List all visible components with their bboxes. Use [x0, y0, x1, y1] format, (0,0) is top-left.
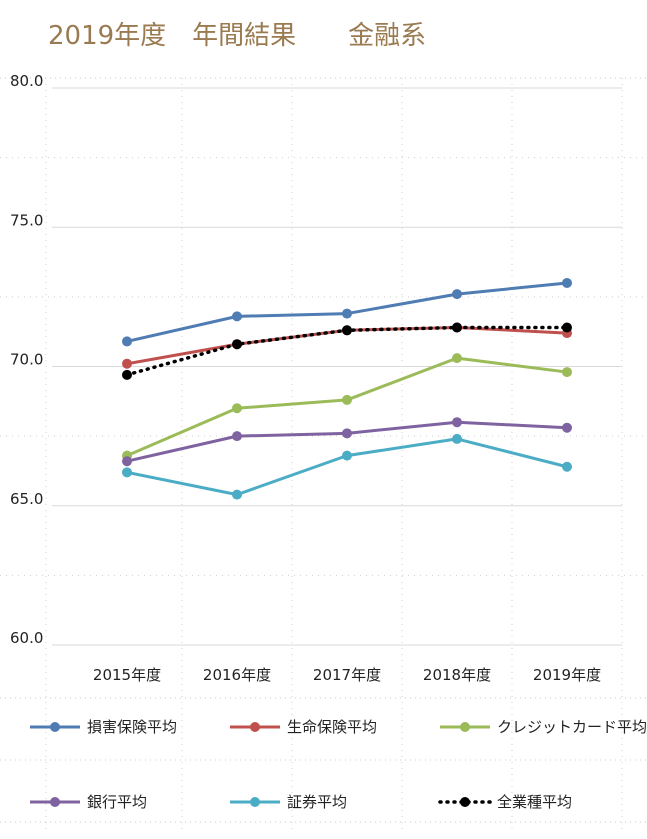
data-point	[452, 353, 462, 364]
legend-label: 全業種平均	[497, 793, 572, 811]
data-point	[562, 322, 572, 333]
series-line	[126, 356, 568, 457]
x-tick-label: 2019年度	[533, 666, 601, 684]
legend-item: 生命保険平均	[230, 718, 377, 736]
y-tick-label: 70.0	[10, 351, 43, 369]
x-tick-label: 2015年度	[93, 666, 161, 684]
legend-item: 損害保険平均	[30, 718, 177, 736]
data-point	[342, 308, 352, 319]
data-point	[452, 289, 462, 300]
legend-marker	[460, 722, 470, 732]
legend-item: クレジットカード平均	[440, 718, 647, 736]
y-axis-ticks: 60.0 65.0 70.0 75.0 80.0	[10, 72, 43, 647]
legend-marker	[50, 722, 60, 732]
data-point	[342, 450, 352, 461]
x-tick-label: 2016年度	[203, 666, 271, 684]
series-0	[122, 277, 572, 347]
legend-label: 生命保険平均	[287, 718, 377, 736]
data-point	[452, 433, 462, 444]
data-point	[562, 422, 572, 433]
data-point	[122, 369, 132, 380]
grid-layer	[0, 77, 647, 834]
y-tick-label: 65.0	[10, 490, 43, 508]
data-point	[562, 461, 572, 472]
series-3	[122, 417, 572, 467]
x-axis-ticks: 2015年度 2016年度 2017年度 2018年度 2019年度	[93, 666, 601, 684]
series-2	[122, 353, 572, 461]
legend-label: 証券平均	[287, 793, 347, 811]
legend-item: 銀行平均	[30, 793, 147, 811]
data-point	[232, 489, 242, 500]
legend-marker	[250, 797, 260, 807]
data-point	[122, 358, 132, 369]
data-point	[122, 336, 132, 347]
y-tick-label: 60.0	[10, 629, 43, 647]
data-point	[342, 394, 352, 405]
data-point	[122, 467, 132, 478]
legend-label: クレジットカード平均	[497, 718, 647, 736]
legend-marker	[250, 722, 260, 732]
series-4	[122, 433, 572, 500]
data-point	[562, 277, 572, 288]
y-tick-label: 80.0	[10, 72, 43, 90]
x-tick-label: 2017年度	[313, 666, 381, 684]
data-point	[232, 431, 242, 442]
legend-item: 証券平均	[230, 793, 347, 811]
data-point	[562, 367, 572, 378]
legend-marker	[460, 797, 470, 807]
data-point	[232, 311, 242, 322]
legend-label: 銀行平均	[87, 793, 147, 811]
series-5	[122, 322, 572, 380]
x-tick-label: 2018年度	[423, 666, 491, 684]
y-tick-label: 75.0	[10, 211, 43, 229]
data-point	[232, 403, 242, 414]
legend-label: 損害保険平均	[87, 718, 177, 736]
data-point	[342, 325, 352, 336]
chart-title: 2019年度 年間結果 金融系	[48, 21, 426, 51]
series-layer	[122, 277, 572, 500]
data-point	[122, 456, 132, 467]
data-point	[232, 339, 242, 350]
legend-marker	[50, 797, 60, 807]
data-point	[342, 428, 352, 439]
data-point	[452, 322, 462, 333]
data-point	[452, 417, 462, 428]
legend-item: 全業種平均	[438, 793, 572, 811]
